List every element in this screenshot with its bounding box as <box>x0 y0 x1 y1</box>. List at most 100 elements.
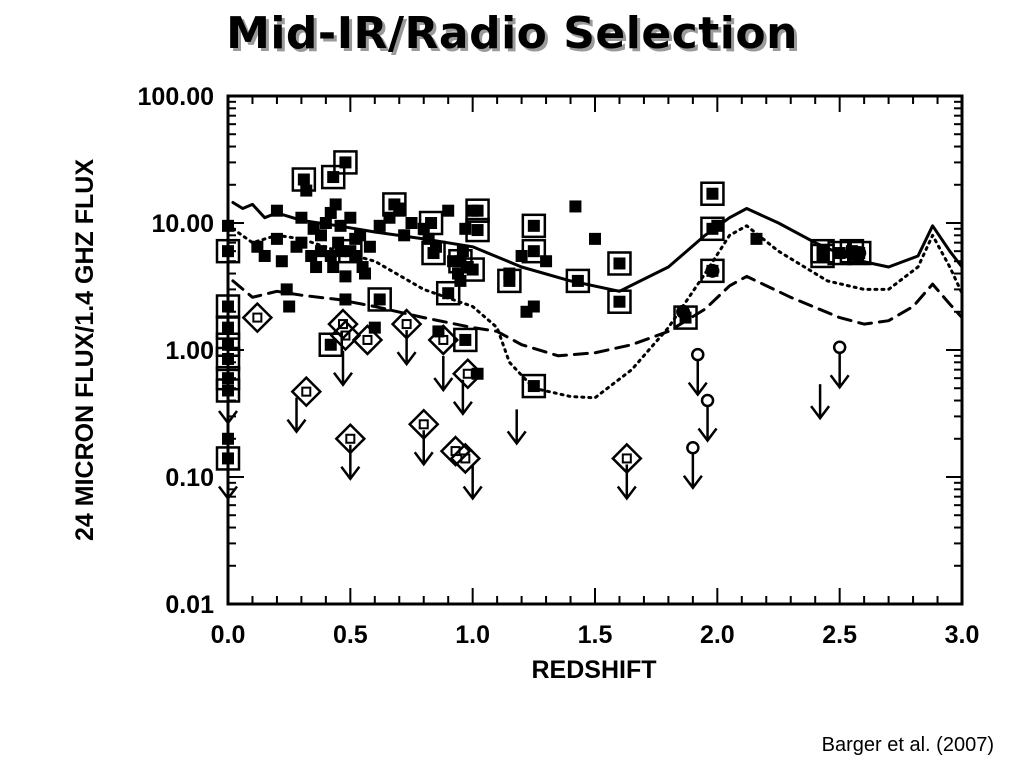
inner-square-point <box>222 321 234 334</box>
upper-limit-arrow-head <box>396 351 417 367</box>
open-square-point <box>453 327 478 353</box>
citation: Barger et al. (2007) <box>821 734 994 756</box>
filled-square-point <box>295 211 308 224</box>
upper-limit-arrow-head <box>687 381 708 397</box>
slide-title: Mid-IR/Radio Selection <box>226 8 798 59</box>
y-axis-title: 24 MICRON FLUX/1.4 GHZ FLUX <box>71 159 99 541</box>
filled-square-point <box>334 219 347 232</box>
diamond-inner-square <box>362 334 373 345</box>
inner-square-point <box>388 198 401 211</box>
x-tick-label: 1.5 <box>578 621 613 649</box>
upper-limit-arrow-head <box>829 374 850 390</box>
open-square-point <box>607 289 632 314</box>
filled-square-point <box>569 200 582 213</box>
open-square-point <box>418 210 444 236</box>
filled-square-point <box>314 245 327 258</box>
upper-limit-arrow-head <box>462 485 483 501</box>
inner-square-point <box>297 173 310 186</box>
inner-square-point <box>503 274 516 287</box>
filled-square-point <box>314 229 327 242</box>
model-curve-dashed <box>231 274 964 358</box>
open-square-point <box>565 268 591 294</box>
open-circle-point <box>691 347 705 362</box>
diamond-inner-square <box>340 330 351 341</box>
inner-square-point <box>466 263 479 276</box>
filled-square-point <box>329 198 342 211</box>
filled-square-point <box>305 249 318 262</box>
open-square-point <box>215 315 241 340</box>
filled-square-point <box>319 217 332 229</box>
open-square-point <box>338 238 363 264</box>
filled-circle-point <box>676 304 691 319</box>
open-circle-point <box>832 340 847 355</box>
filled-square-point <box>275 255 288 268</box>
open-square-point <box>607 251 632 276</box>
open-circle-point <box>700 393 715 408</box>
y-axis-ticks: 0.01 0.10 1.00 10.00 100.00 <box>138 83 962 619</box>
filled-square-point <box>527 300 540 313</box>
open-square-point <box>367 287 392 312</box>
inner-square-point <box>571 274 584 287</box>
open-square-point <box>521 373 547 399</box>
upper-limit-arrow-head <box>433 377 454 393</box>
filled-square-point <box>750 232 763 245</box>
x-tick-label: 3.0 <box>945 621 980 649</box>
inner-square-point <box>471 224 484 237</box>
y-tick-label: 0.10 <box>165 464 214 492</box>
filled-square-point <box>442 204 455 217</box>
filled-square-point <box>363 240 376 253</box>
open-square-point <box>435 280 461 306</box>
filled-square-point <box>405 217 418 229</box>
upper-limit-arrow-head <box>452 401 473 416</box>
inner-square-point <box>442 287 455 300</box>
x-tick-label: 0.0 <box>211 621 246 649</box>
open-square-point <box>521 213 547 239</box>
diamond-inner-square <box>438 334 449 345</box>
filled-square-point <box>270 204 283 217</box>
filled-square-point <box>339 270 352 283</box>
filled-circle-point <box>852 246 867 261</box>
inner-square-point <box>527 245 540 258</box>
diamond-inner-square <box>418 419 429 430</box>
open-square-point <box>215 238 241 264</box>
filled-square-point <box>310 261 323 274</box>
filled-square-point <box>373 219 386 232</box>
open-square-point <box>382 192 407 217</box>
filled-square-point <box>251 240 264 253</box>
x-tick-label: 2.0 <box>700 621 735 649</box>
inner-square-point <box>706 222 719 235</box>
upper-limit-arrow-head <box>332 371 353 387</box>
inner-square-point <box>324 338 337 351</box>
diamond-point <box>439 435 472 467</box>
filled-square-point <box>270 232 283 245</box>
open-square-point <box>215 346 241 372</box>
diamond-inner-square <box>621 453 632 464</box>
upper-limit-arrow-head <box>218 485 238 501</box>
inner-square-point <box>222 245 234 258</box>
upper-limit-arrow-head <box>616 485 637 501</box>
diamond-point <box>241 301 274 334</box>
open-square-point <box>810 243 835 269</box>
x-tick-label: 2.5 <box>822 621 857 649</box>
filled-square-point <box>344 211 357 224</box>
filled-square-point <box>359 267 372 280</box>
open-square-point <box>521 238 547 264</box>
filled-square-point <box>339 293 352 306</box>
x-axis-title: REDSHIFT <box>532 656 657 684</box>
diamond-point <box>327 308 359 340</box>
y-tick-label: 0.01 <box>165 591 214 619</box>
diamond-point <box>427 324 460 356</box>
filled-square-point <box>471 367 484 380</box>
filled-square-point <box>295 236 308 249</box>
diamond-point <box>351 324 384 356</box>
upper-limit-arrow-head <box>682 474 703 490</box>
filled-square-point <box>324 249 337 262</box>
x-tick-label: 1.0 <box>455 621 490 649</box>
open-square-point <box>333 150 358 175</box>
inner-square-point <box>222 300 234 313</box>
y-tick-label: 10.00 <box>151 210 214 238</box>
inner-square-point <box>527 380 540 393</box>
diamond-inner-square <box>345 433 356 444</box>
open-square-point <box>460 257 485 282</box>
upper-limit-arrow-head <box>286 418 307 434</box>
